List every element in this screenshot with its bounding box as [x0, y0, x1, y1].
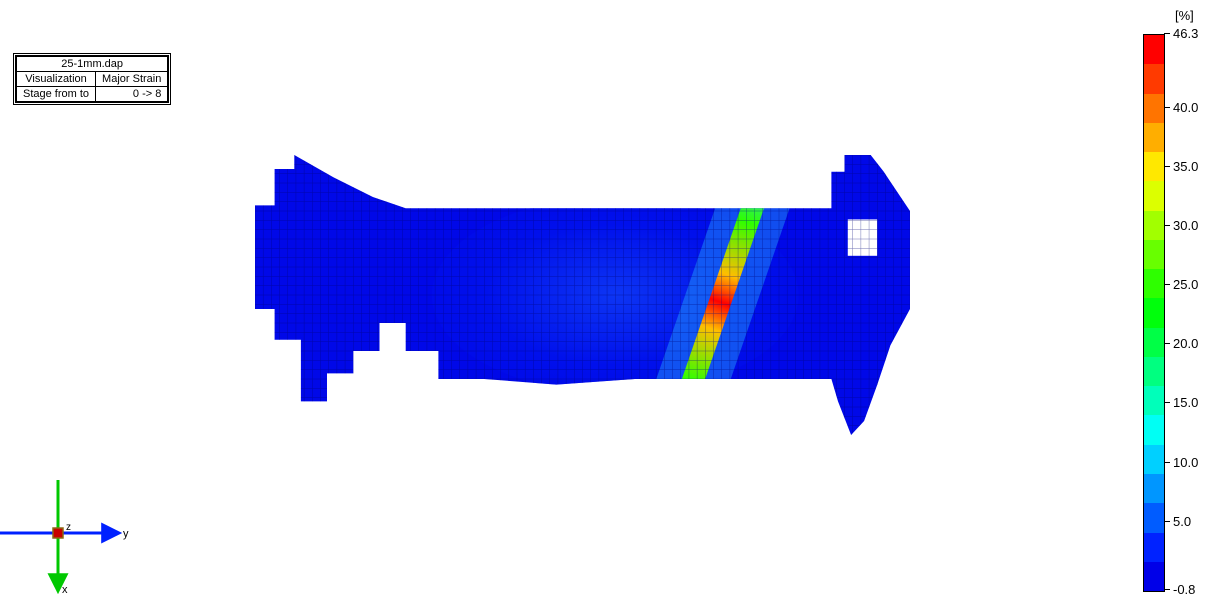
- legend-tick: 35.0: [1164, 159, 1198, 174]
- color-legend: [%] 46.340.035.030.025.020.015.010.05.0-…: [1143, 8, 1215, 590]
- axis-z-label: z: [66, 522, 71, 533]
- coordinate-triad[interactable]: y x z: [0, 475, 140, 595]
- legend-tick: 20.0: [1164, 336, 1198, 351]
- legend-tick: -0.8: [1164, 582, 1195, 597]
- legend-tick: 5.0: [1164, 514, 1191, 529]
- info-row1-label: Visualization: [17, 72, 96, 87]
- legend-tick: 15.0: [1164, 395, 1198, 410]
- info-row1-value: Major Strain: [96, 72, 168, 87]
- legend-tick: 46.3: [1164, 26, 1198, 41]
- info-title: 25-1mm.dap: [17, 57, 168, 72]
- legend-unit: [%]: [1175, 8, 1194, 23]
- legend-tick: 30.0: [1164, 218, 1198, 233]
- info-row2-value: 0 -> 8: [96, 87, 168, 102]
- legend-tick: 25.0: [1164, 277, 1198, 292]
- legend-tick: 40.0: [1164, 100, 1198, 115]
- axis-y-label: y: [123, 528, 129, 540]
- info-row2-label: Stage from to: [17, 87, 96, 102]
- info-table: 25-1mm.dap Visualization Major Strain St…: [16, 56, 168, 102]
- strain-contour-plot[interactable]: [255, 155, 910, 435]
- legend-bar: [1143, 34, 1165, 592]
- axis-x-label: x: [62, 584, 68, 595]
- legend-tick: 10.0: [1164, 455, 1198, 470]
- triad-origin: [53, 528, 63, 538]
- info-panel: 25-1mm.dap Visualization Major Strain St…: [13, 53, 171, 105]
